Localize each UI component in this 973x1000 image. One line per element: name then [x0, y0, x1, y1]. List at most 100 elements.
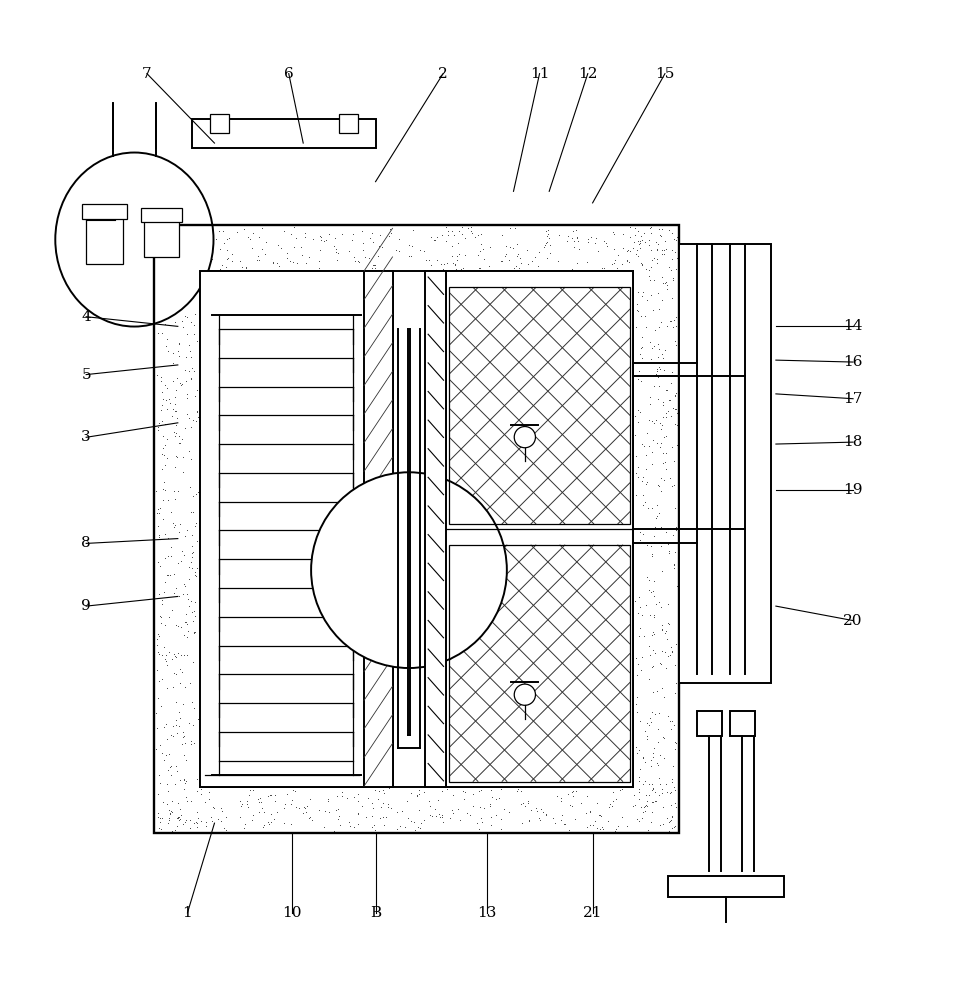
- Point: [179, 390, 195, 406]
- Point: [642, 220, 658, 236]
- Point: [216, 223, 232, 239]
- Point: [155, 397, 170, 413]
- Point: [421, 252, 437, 268]
- Point: [251, 791, 267, 807]
- Point: [541, 230, 557, 246]
- Point: [164, 408, 180, 424]
- Point: [450, 248, 465, 264]
- Point: [629, 319, 644, 335]
- Point: [159, 338, 174, 354]
- Point: [170, 810, 186, 826]
- Point: [661, 392, 676, 408]
- Point: [477, 251, 492, 267]
- Bar: [154, 225, 679, 833]
- Bar: [730, 711, 755, 736]
- Point: [628, 593, 643, 609]
- Point: [159, 431, 174, 447]
- Point: [310, 253, 326, 269]
- Point: [635, 225, 651, 241]
- Point: [651, 770, 667, 786]
- Point: [390, 821, 406, 837]
- Point: [635, 284, 651, 300]
- Point: [183, 314, 198, 330]
- Point: [188, 388, 203, 404]
- Point: [497, 248, 513, 264]
- Point: [483, 809, 498, 825]
- Point: [254, 220, 270, 236]
- Point: [362, 230, 378, 246]
- Point: [634, 607, 650, 623]
- Point: [494, 227, 510, 243]
- Point: [159, 731, 174, 747]
- Point: [188, 567, 203, 583]
- Bar: [447, 271, 633, 787]
- Point: [155, 492, 170, 508]
- Point: [640, 500, 656, 516]
- Point: [631, 742, 646, 758]
- Point: [149, 235, 164, 251]
- Point: [185, 360, 200, 376]
- Point: [158, 228, 173, 244]
- Point: [501, 252, 517, 268]
- Point: [493, 253, 509, 269]
- Point: [646, 626, 662, 642]
- Point: [539, 234, 555, 250]
- Point: [166, 566, 182, 582]
- Point: [294, 239, 309, 255]
- Point: [668, 519, 684, 535]
- Point: [415, 812, 431, 828]
- Point: [619, 253, 634, 269]
- Point: [644, 794, 660, 810]
- Point: [167, 389, 183, 405]
- Point: [659, 409, 674, 425]
- Point: [654, 292, 669, 308]
- Point: [180, 647, 196, 663]
- Point: [171, 232, 187, 248]
- Point: [328, 244, 343, 260]
- Point: [152, 814, 167, 830]
- Text: 11: 11: [530, 67, 550, 81]
- Bar: [209, 114, 229, 133]
- Point: [164, 602, 180, 618]
- Point: [472, 260, 487, 276]
- Point: [435, 261, 450, 277]
- Point: [245, 807, 261, 823]
- Point: [578, 805, 594, 821]
- Point: [667, 657, 683, 673]
- Text: 5: 5: [82, 368, 91, 382]
- Point: [329, 802, 344, 818]
- Point: [237, 259, 253, 275]
- Point: [162, 279, 177, 295]
- Point: [168, 448, 184, 464]
- Point: [203, 809, 219, 825]
- Point: [661, 616, 676, 632]
- Point: [538, 806, 554, 822]
- Point: [184, 560, 199, 576]
- Point: [412, 786, 427, 802]
- Point: [175, 464, 191, 480]
- Point: [667, 401, 683, 417]
- Point: [641, 787, 657, 803]
- Point: [628, 246, 643, 262]
- Point: [653, 314, 668, 330]
- Point: [189, 814, 204, 830]
- Point: [445, 248, 460, 264]
- Point: [351, 254, 367, 270]
- Point: [165, 728, 181, 744]
- Point: [382, 221, 398, 237]
- Circle shape: [515, 427, 535, 448]
- Point: [632, 255, 648, 271]
- Point: [651, 359, 667, 375]
- Point: [150, 805, 165, 821]
- Point: [496, 801, 512, 817]
- Point: [667, 685, 683, 701]
- Point: [170, 645, 186, 661]
- Point: [318, 232, 334, 248]
- Point: [158, 293, 173, 309]
- Point: [605, 224, 621, 240]
- Point: [590, 820, 605, 836]
- Point: [266, 811, 281, 827]
- Point: [169, 231, 185, 247]
- Point: [631, 363, 647, 379]
- Point: [416, 243, 432, 259]
